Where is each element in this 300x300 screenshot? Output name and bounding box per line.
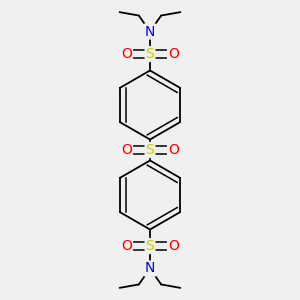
Text: O: O <box>121 239 132 253</box>
Text: N: N <box>145 25 155 38</box>
Text: O: O <box>168 239 179 253</box>
Text: O: O <box>121 143 132 157</box>
Text: S: S <box>146 47 154 61</box>
Text: O: O <box>168 143 179 157</box>
Text: S: S <box>146 143 154 157</box>
Text: O: O <box>168 47 179 61</box>
Text: N: N <box>145 262 155 275</box>
Text: O: O <box>121 47 132 61</box>
Text: S: S <box>146 239 154 253</box>
